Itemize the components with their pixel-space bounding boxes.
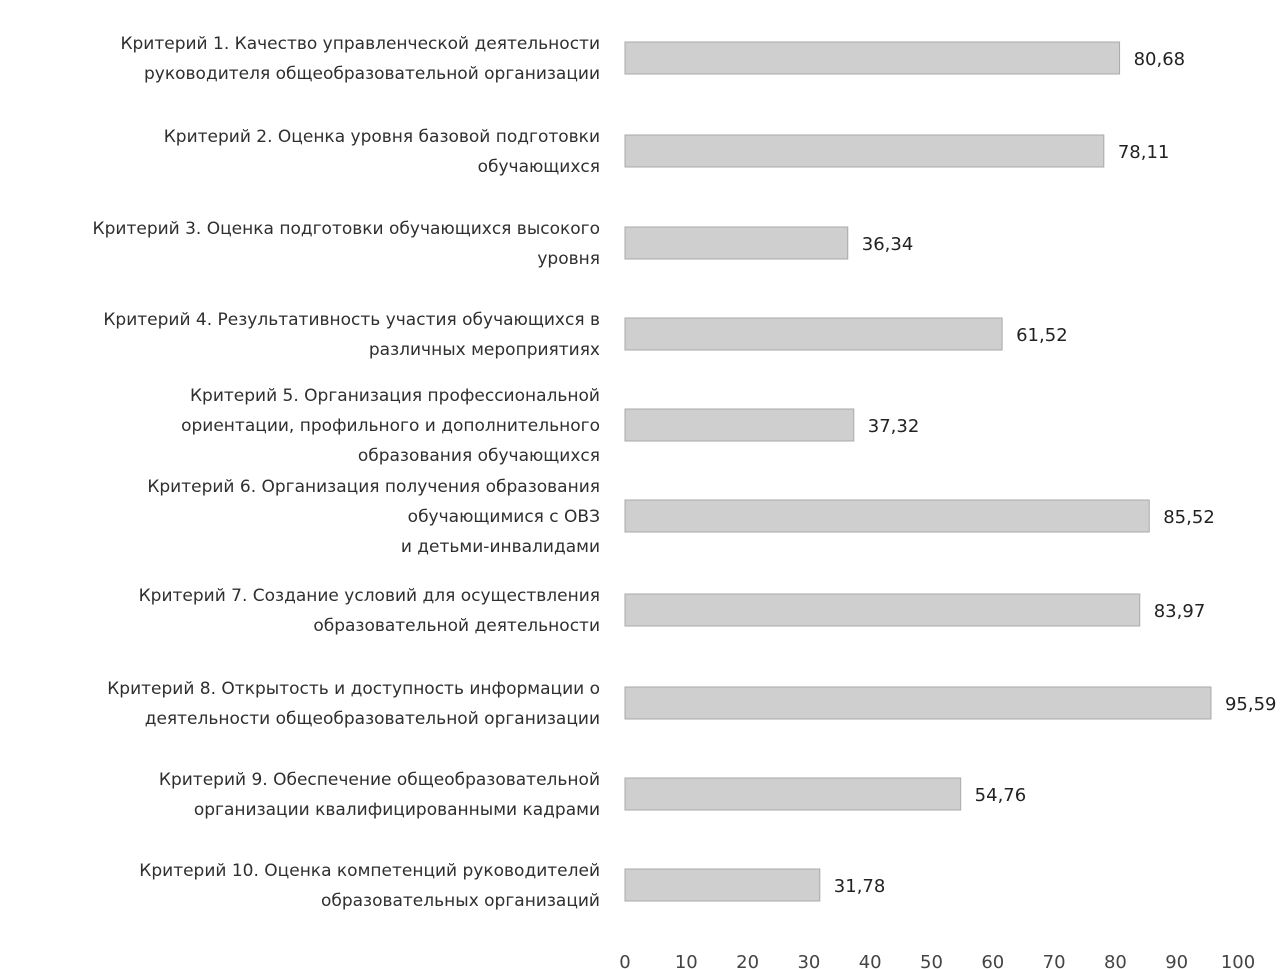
category-label-line: Критерий 5. Организация профессиональной	[190, 386, 600, 406]
value-label-2: 78,11	[1118, 142, 1170, 163]
category-label-5: Критерий 5. Организация профессиональной…	[181, 386, 600, 466]
value-label-10: 31,78	[834, 876, 886, 897]
category-label-line: Критерий 3. Оценка подготовки обучающихс…	[93, 219, 600, 239]
category-label-3: Критерий 3. Оценка подготовки обучающихс…	[93, 219, 600, 269]
value-label-6: 85,52	[1163, 507, 1215, 528]
x-tick-label-90: 90	[1165, 952, 1188, 969]
x-tick-label-100: 100	[1221, 952, 1255, 969]
category-label-line: образования обучающихся	[358, 446, 600, 466]
category-label-line: обучающихся	[478, 157, 600, 177]
value-label-7: 83,97	[1154, 601, 1206, 622]
x-tick-label-80: 80	[1104, 952, 1127, 969]
x-tick-label-10: 10	[675, 952, 698, 969]
category-label-4: Критерий 4. Результативность участия обу…	[103, 310, 600, 360]
category-label-line: деятельности общеобразовательной организ…	[145, 709, 600, 729]
category-label-10: Критерий 10. Оценка компетенций руководи…	[139, 861, 600, 911]
category-label-line: ориентации, профильного и дополнительног…	[181, 416, 600, 436]
category-label-line: образовательной деятельности	[313, 616, 600, 636]
category-label-line: руководителя общеобразовательной организ…	[144, 64, 600, 84]
x-tick-label-20: 20	[736, 952, 759, 969]
category-label-line: и детьми-инвалидами	[401, 537, 600, 557]
bar-8	[624, 686, 1212, 720]
bar-10	[624, 868, 821, 902]
category-label-8: Критерий 8. Открытость и доступность инф…	[107, 679, 600, 729]
bars-layer	[624, 41, 1212, 902]
x-tick-label-0: 0	[619, 952, 630, 969]
category-label-line: Критерий 4. Результативность участия обу…	[103, 310, 600, 330]
bar-1	[624, 41, 1121, 75]
value-label-8: 95,59	[1225, 694, 1277, 715]
category-label-9: Критерий 9. Обеспечение общеобразователь…	[159, 770, 600, 820]
category-label-1: Критерий 1. Качество управленческой деят…	[120, 34, 600, 84]
bar-4	[624, 317, 1003, 351]
category-label-line: Критерий 6. Организация получения образо…	[147, 477, 600, 497]
category-label-line: Критерий 9. Обеспечение общеобразователь…	[159, 770, 600, 790]
x-axis: 0 10 20 30 40 50 60 70 80 90 100	[619, 952, 1255, 969]
category-label-line: Критерий 10. Оценка компетенций руководи…	[139, 861, 600, 881]
category-label-2: Критерий 2. Оценка уровня базовой подгот…	[164, 127, 600, 177]
bar-6	[624, 499, 1150, 533]
value-label-1: 80,68	[1134, 49, 1186, 70]
value-label-5: 37,32	[868, 416, 920, 437]
category-label-7: Критерий 7. Создание условий для осущест…	[139, 586, 600, 636]
category-label-6: Критерий 6. Организация получения образо…	[147, 477, 600, 557]
category-label-line: Критерий 8. Открытость и доступность инф…	[107, 679, 600, 699]
value-label-4: 61,52	[1016, 325, 1068, 346]
x-tick-label-60: 60	[981, 952, 1004, 969]
value-label-9: 54,76	[975, 785, 1027, 806]
category-label-line: Критерий 2. Оценка уровня базовой подгот…	[164, 127, 600, 147]
bar-7	[624, 593, 1141, 627]
category-label-line: различных мероприятиях	[369, 340, 600, 360]
value-label-3: 36,34	[862, 234, 914, 255]
bar-2	[624, 134, 1105, 168]
bar-5	[624, 408, 855, 442]
x-tick-label-30: 30	[797, 952, 820, 969]
x-tick-label-40: 40	[859, 952, 882, 969]
x-tick-label-70: 70	[1043, 952, 1066, 969]
bar-3	[624, 226, 849, 260]
value-labels: 80,68 78,11 36,34 61,52 37,32 85,52 83,97 95,59…	[834, 49, 1277, 897]
bar-9	[624, 777, 962, 811]
category-label-line: уровня	[537, 249, 600, 269]
category-label-line: Критерий 7. Создание условий для осущест…	[139, 586, 600, 606]
category-label-line: организации квалифицированными кадрами	[194, 800, 600, 820]
x-tick-label-50: 50	[920, 952, 943, 969]
category-label-line: образовательных организаций	[321, 891, 600, 911]
category-labels: Критерий 1. Качество управленческой деят…	[93, 34, 600, 911]
category-label-line: обучающимися с ОВЗ	[408, 507, 600, 527]
category-label-line: Критерий 1. Качество управленческой деят…	[120, 34, 600, 54]
